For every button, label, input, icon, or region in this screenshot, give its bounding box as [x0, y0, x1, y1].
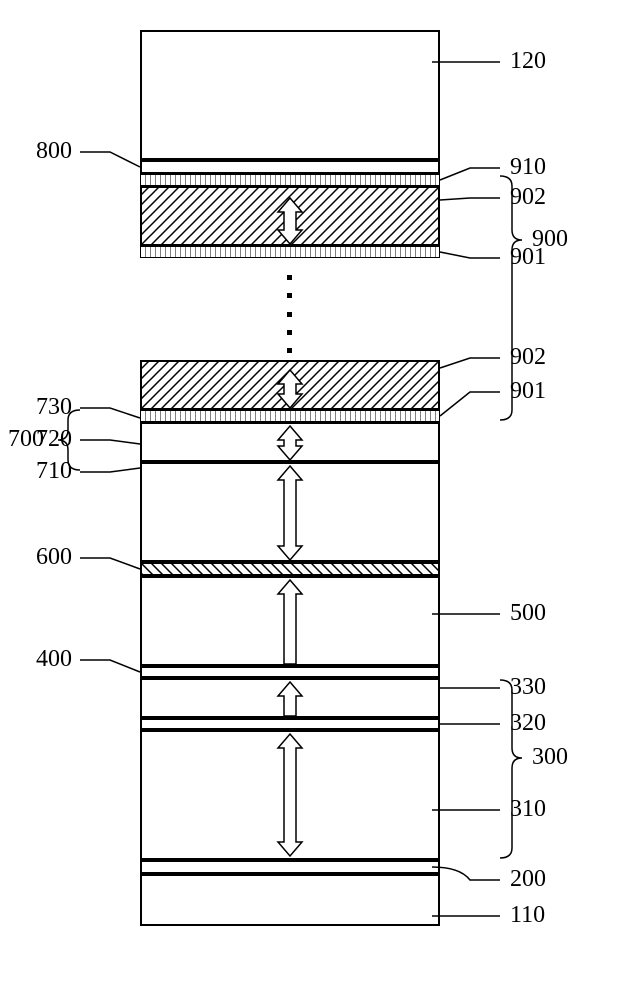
layer-902l	[140, 360, 440, 410]
layer-720	[140, 422, 440, 462]
layer-710	[140, 462, 440, 562]
label-902: 902	[510, 184, 546, 211]
layer-400	[140, 666, 440, 678]
layer-200	[140, 860, 440, 874]
label-600: 600	[36, 544, 72, 571]
label-120: 120	[510, 48, 546, 75]
ellipsis-dot	[287, 348, 292, 353]
label-800: 800	[36, 138, 72, 165]
label-730: 730	[36, 394, 72, 421]
label-710: 710	[36, 458, 72, 485]
layer-910	[140, 174, 440, 186]
layer-901l	[140, 410, 440, 422]
label-902: 902	[510, 344, 546, 371]
label-110: 110	[510, 902, 545, 929]
brace-label-900: 900	[532, 226, 568, 253]
label-910: 910	[510, 154, 546, 181]
layer-800	[140, 160, 440, 174]
ellipsis-dot	[287, 330, 292, 335]
layer-600	[140, 562, 440, 576]
ellipsis-dot	[287, 293, 292, 298]
label-400: 400	[36, 646, 72, 673]
label-320: 320	[510, 710, 546, 737]
ellipsis-dot	[287, 275, 292, 280]
brace-label-700: 700	[8, 426, 44, 453]
layer-902u	[140, 186, 440, 246]
label-200: 200	[510, 866, 546, 893]
brace-label-300: 300	[532, 744, 568, 771]
label-310: 310	[510, 796, 546, 823]
label-500: 500	[510, 600, 546, 627]
label-901: 901	[510, 378, 546, 405]
layer-120	[140, 30, 440, 160]
ellipsis-dot	[287, 312, 292, 317]
label-330: 330	[510, 674, 546, 701]
layer-110	[140, 874, 440, 926]
layer-310	[140, 730, 440, 860]
layer-500	[140, 576, 440, 666]
layer-901u	[140, 246, 440, 258]
layer-330	[140, 678, 440, 718]
